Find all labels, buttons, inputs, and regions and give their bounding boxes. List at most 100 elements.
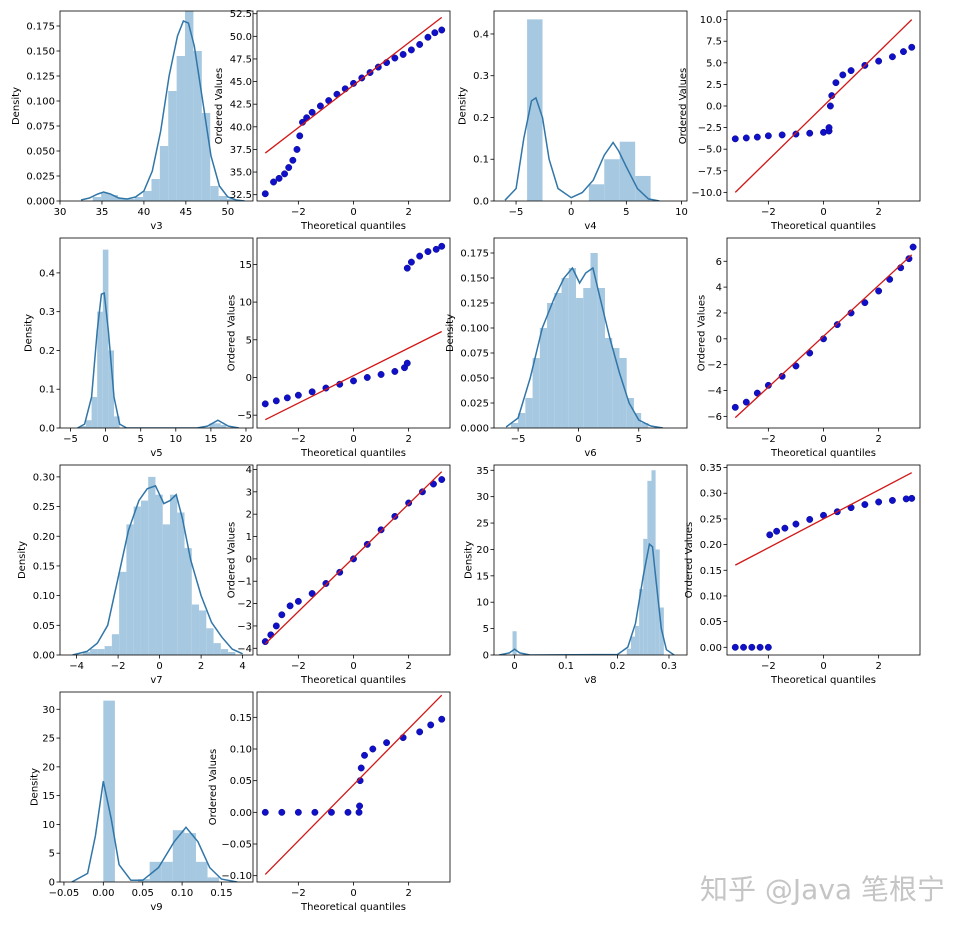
x-tick-label: −2 bbox=[111, 661, 126, 672]
qq-point bbox=[909, 243, 917, 251]
hist-bar bbox=[191, 604, 200, 655]
qq-point bbox=[438, 242, 446, 250]
y-tick-label: 2.5 bbox=[706, 80, 722, 91]
qq-point bbox=[369, 745, 377, 753]
x-tick-label: −2 bbox=[761, 661, 776, 672]
y-axis-label: Ordered Values bbox=[678, 68, 689, 145]
hist-bar bbox=[588, 184, 605, 201]
hist-bar bbox=[172, 830, 185, 882]
subplot-v9: −0.05 0.00 0.05 0.10 0.15 0 5 10 15 20 25 30 v9 Densi… bbox=[30, 691, 254, 913]
qq-point bbox=[888, 496, 896, 504]
qq-point bbox=[294, 597, 302, 605]
qq-point bbox=[427, 721, 435, 729]
y-axis-label: Density bbox=[445, 314, 456, 352]
qq-point bbox=[399, 50, 407, 58]
y-tick-label: 0.30 bbox=[33, 472, 55, 483]
y-tick-label: 25 bbox=[42, 734, 55, 745]
qq-point bbox=[875, 498, 883, 506]
x-tick-label: 0.1 bbox=[558, 661, 574, 672]
y-tick-label: 0.15 bbox=[700, 566, 722, 577]
hist-bar bbox=[210, 186, 219, 201]
hist-bar bbox=[92, 197, 102, 201]
qq-point bbox=[344, 808, 352, 816]
y-tick-label: 0.0 bbox=[39, 424, 55, 435]
x-tick-label: 5 bbox=[623, 207, 629, 218]
plot-area bbox=[71, 700, 238, 882]
kde-line bbox=[71, 781, 238, 882]
kde-line bbox=[505, 266, 664, 428]
hist-bar bbox=[184, 548, 192, 655]
qq-point bbox=[430, 480, 437, 488]
hist-bar bbox=[143, 191, 152, 201]
axes-frame bbox=[59, 691, 254, 883]
y-tick-label: 0.175 bbox=[460, 249, 489, 260]
qq-point bbox=[731, 135, 739, 143]
x-tick-label: 2 bbox=[405, 207, 411, 218]
x-tick-label: 2 bbox=[875, 661, 881, 672]
qq-point bbox=[740, 643, 747, 651]
y-tick-label: −5 bbox=[237, 411, 252, 422]
plot-area bbox=[505, 253, 664, 428]
qq-point bbox=[825, 124, 833, 132]
hist-bar bbox=[220, 649, 229, 655]
y-tick-label: 35 bbox=[476, 466, 489, 477]
hist-bar bbox=[209, 423, 216, 428]
hist-bar bbox=[102, 249, 109, 428]
qq-point bbox=[272, 622, 280, 630]
qq-point bbox=[731, 403, 739, 411]
qq-point bbox=[908, 43, 916, 51]
qq-point bbox=[731, 643, 739, 651]
qq-point bbox=[832, 79, 840, 87]
hist-bar bbox=[148, 476, 156, 655]
y-tick-label: −2 bbox=[237, 599, 252, 610]
hist-bar bbox=[162, 524, 170, 655]
hist-bar bbox=[647, 480, 652, 655]
qq-point bbox=[327, 808, 335, 816]
subplot-v3: 30 35 40 45 50 0.000 0.025 0.050 0.075 0.100 0.125… bbox=[11, 10, 254, 232]
qq-point bbox=[806, 515, 814, 523]
qq-point bbox=[416, 41, 424, 48]
qq-point bbox=[756, 643, 764, 651]
qq-point bbox=[403, 264, 411, 272]
y-tick-label: 0.2 bbox=[473, 113, 489, 124]
y-axis-label: Density bbox=[17, 541, 28, 579]
qq-point bbox=[781, 524, 789, 532]
y-tick-label: 5 bbox=[483, 624, 489, 635]
y-tick-label: 15 bbox=[42, 791, 55, 802]
y-tick-label: 15 bbox=[239, 260, 252, 271]
x-axis-label: Theoretical quantiles bbox=[300, 675, 406, 686]
qq-point bbox=[792, 362, 800, 370]
subplot-qq-v4: −2 0 2 −10.0 −7.5 −5.0 −2.5 0.0 2.5 5.0 7.5 10.0 The… bbox=[678, 10, 921, 232]
y-tick-label: 0.000 bbox=[26, 197, 55, 208]
x-axis-label: Theoretical quantiles bbox=[300, 902, 406, 913]
hist-bar bbox=[590, 253, 598, 428]
qq-point bbox=[753, 133, 761, 141]
subplot-v4: −5 0 5 10 0.0 0.1 0.2 0.3 0.4 v4 Density bbox=[457, 10, 688, 232]
qq-point bbox=[308, 590, 316, 597]
y-tick-label: 0.100 bbox=[26, 97, 55, 108]
qq-point bbox=[847, 67, 855, 75]
y-tick-label: 0 bbox=[246, 554, 252, 565]
y-tick-label: 0.00 bbox=[700, 643, 722, 654]
x-tick-label: 0.00 bbox=[92, 888, 114, 899]
y-tick-label: 0.075 bbox=[460, 349, 489, 360]
y-tick-label: 4 bbox=[246, 465, 252, 476]
qq-point bbox=[778, 131, 786, 139]
x-tick-label: 45 bbox=[180, 207, 193, 218]
fit-line bbox=[264, 330, 443, 421]
y-tick-label: −4 bbox=[707, 386, 722, 397]
qq-point bbox=[407, 258, 415, 266]
qq-point bbox=[886, 275, 894, 283]
y-axis-label: Density bbox=[464, 541, 475, 579]
hist-bar bbox=[161, 861, 173, 882]
x-tick-label: 0 bbox=[575, 434, 581, 445]
x-tick-label: 2 bbox=[405, 434, 411, 445]
hist-bar bbox=[226, 199, 236, 201]
qq-point bbox=[363, 374, 371, 381]
qq-point bbox=[296, 132, 304, 140]
qq-point bbox=[272, 397, 280, 405]
hist-bar bbox=[619, 141, 636, 201]
y-tick-label: 4 bbox=[716, 283, 722, 294]
qq-point bbox=[764, 132, 772, 140]
